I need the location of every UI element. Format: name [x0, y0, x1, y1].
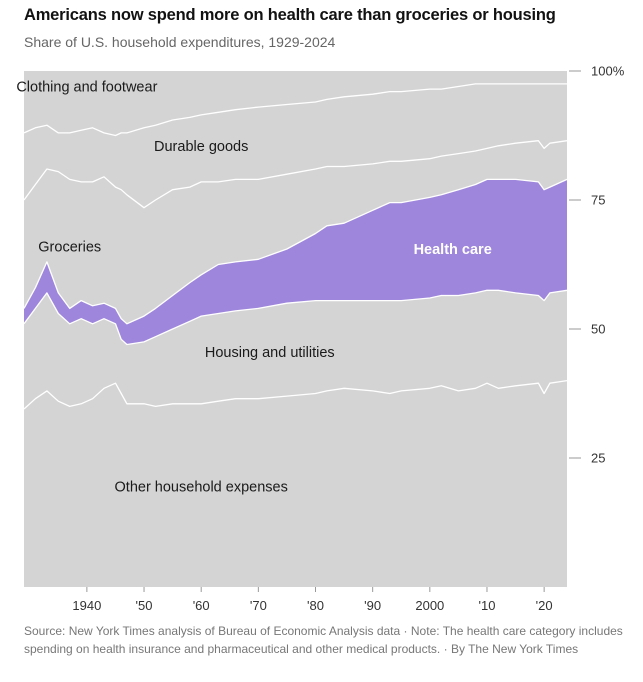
chart-title: Americans now spend more on health care …	[24, 6, 556, 24]
chart-footer: Source: New York Times analysis of Burea…	[24, 622, 624, 658]
byline: By The New York Times	[450, 642, 579, 656]
series-label-other-household-expenses: Other household expenses	[115, 479, 288, 495]
x-tick-label: '70	[250, 598, 267, 613]
boundary-line-durable-goods	[23, 83, 567, 137]
series-label-clothing-and-footwear: Clothing and footwear	[16, 79, 157, 95]
methodology-note: Note: The health care category includes …	[24, 624, 623, 656]
boundary-line-other-household-expenses	[23, 379, 568, 410]
x-tick-label: '50	[136, 598, 153, 613]
separator-dot: ·	[443, 642, 448, 656]
boundary-line-health-care	[23, 178, 568, 325]
x-tick-label: '80	[307, 598, 324, 613]
x-tick-label: '20	[536, 598, 553, 613]
y-tick-label: 75	[591, 193, 605, 208]
source-note: Source: New York Times analysis of Burea…	[24, 624, 401, 638]
boundary-line-groceries	[23, 140, 568, 209]
series-label-health-care: Health care	[414, 242, 492, 258]
x-tick-label: '60	[193, 598, 210, 613]
chart-subtitle: Share of U.S. household expenditures, 19…	[24, 34, 336, 50]
boundary-line-housing-and-utilities	[23, 289, 568, 346]
health-care-band	[24, 179, 567, 345]
x-tick-label: '10	[479, 598, 496, 613]
series-label-durable-goods: Durable goods	[154, 139, 248, 155]
separator-dot: ·	[403, 624, 408, 638]
y-tick-label: 100%	[591, 64, 625, 79]
plot-area	[24, 71, 567, 587]
y-tick-label: 25	[591, 451, 605, 466]
series-label-groceries: Groceries	[38, 239, 101, 255]
x-tick-label: 2000	[415, 598, 444, 613]
chart-plot: 25 50 75 100% 1940 '50 '60 '70 '80 '90 2000 '10 '20 O…	[16, 64, 625, 614]
series-label-housing-and-utilities: Housing and utilities	[205, 345, 335, 361]
y-tick-label: 50	[591, 322, 605, 337]
x-tick-label: 1940	[72, 598, 101, 613]
x-tick-label: '90	[364, 598, 381, 613]
